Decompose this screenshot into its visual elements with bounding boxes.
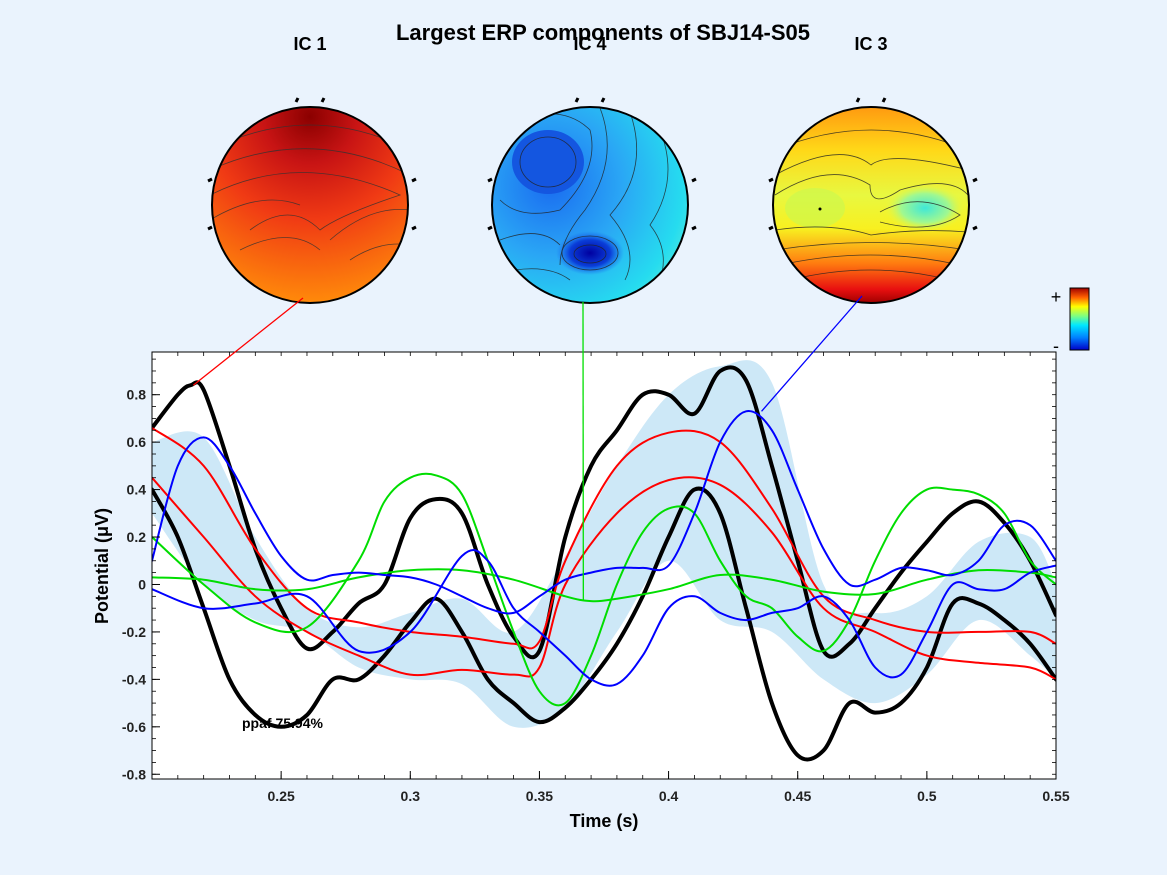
- colorbar: + -: [1051, 287, 1090, 356]
- axes: 0.25 0.3 0.35 0.4 0.45 0.5 0.55 -0.8 -0.6 -0.4 -0.…: [122, 351, 1070, 804]
- y-tick-label-0: -0.8: [122, 766, 146, 782]
- series-line-0: [152, 365, 1056, 660]
- y-tick-label-7: 0.6: [127, 434, 147, 450]
- pointer-line-0: [192, 297, 304, 386]
- ic4-label: IC 4: [573, 34, 606, 54]
- ic1-label: IC 1: [293, 34, 326, 54]
- x-tick-label-3: 0.4: [659, 788, 679, 804]
- series-line-3: [152, 476, 1056, 681]
- y-tick-label-2: -0.4: [122, 671, 146, 687]
- envelope-band-shape: [152, 360, 1056, 728]
- y-tick-label-3: -0.2: [122, 624, 146, 640]
- y-tick-label-5: 0.2: [127, 529, 147, 545]
- topomap-ic1: IC 1: [207, 34, 417, 304]
- y-tick-label-6: 0.4: [127, 482, 147, 498]
- plot-frame: [151, 351, 1057, 780]
- series-layer: [152, 365, 1056, 762]
- series-line-5: [152, 568, 1056, 603]
- x-tick-label-2: 0.35: [526, 788, 553, 804]
- series-line-4: [152, 472, 1056, 707]
- envelope-band: [152, 360, 1056, 728]
- series-line-2: [152, 426, 1056, 650]
- y-tick-label-4: 0: [138, 576, 146, 592]
- y-axis-label: Potential (μV): [92, 508, 112, 624]
- y-tick-label-8: 0.8: [127, 387, 147, 403]
- component-pointers: [192, 295, 863, 602]
- series-line-7: [152, 549, 1056, 687]
- topomap-ic4: IC 4: [487, 34, 697, 304]
- ppaf-annotation: ppaf 75.94%: [242, 715, 323, 731]
- y-tick-label-1: -0.6: [122, 719, 146, 735]
- series-line-1: [152, 486, 1056, 762]
- ic3-label: IC 3: [854, 34, 887, 54]
- x-axis-label: Time (s): [570, 811, 639, 831]
- x-tick-label-6: 0.55: [1042, 788, 1069, 804]
- x-tick-label-4: 0.45: [784, 788, 811, 804]
- topomap-ic3: IC 3: [768, 34, 978, 304]
- series-line-6: [152, 410, 1056, 615]
- figure-title: Largest ERP components of SBJ14-S05: [396, 20, 810, 45]
- pointer-line-2: [761, 295, 863, 412]
- x-tick-label-0: 0.25: [268, 788, 295, 804]
- x-tick-label-1: 0.3: [401, 788, 421, 804]
- x-tick-label-5: 0.5: [917, 788, 937, 804]
- colorbar-plus-label: +: [1051, 287, 1062, 307]
- colorbar-minus-label: -: [1053, 336, 1059, 356]
